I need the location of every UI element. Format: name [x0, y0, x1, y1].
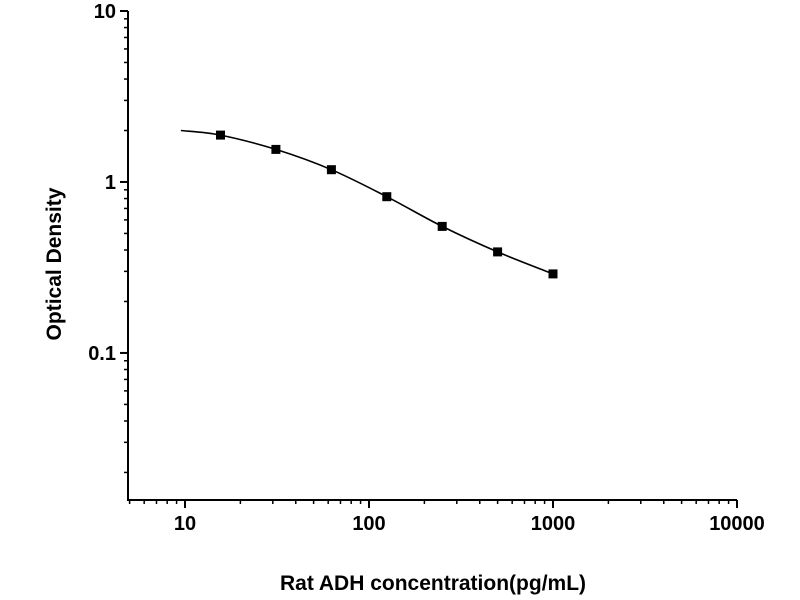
axis-lines: [127, 11, 737, 501]
data-point-marker: [493, 247, 503, 257]
x-tick-label: 100: [352, 513, 385, 535]
data-point-marker: [216, 130, 225, 140]
y-tick-label: 1: [105, 172, 116, 194]
y-tick-label: 10: [94, 1, 116, 23]
data-point-marker: [437, 221, 447, 231]
data-point-marker: [382, 192, 392, 202]
data-point-marker: [271, 144, 281, 154]
y-axis-title: Optical Density: [43, 187, 66, 341]
x-tick-label: 10000: [709, 513, 765, 535]
x-axis-title: Rat ADH concentration(pg/mL): [279, 572, 587, 595]
x-tick-label: 10: [174, 513, 196, 535]
data-point-marker: [326, 165, 336, 175]
x-tick-label: 1000: [531, 513, 576, 535]
data-point-marker: [548, 269, 558, 279]
y-tick-label: 0.1: [88, 343, 116, 365]
